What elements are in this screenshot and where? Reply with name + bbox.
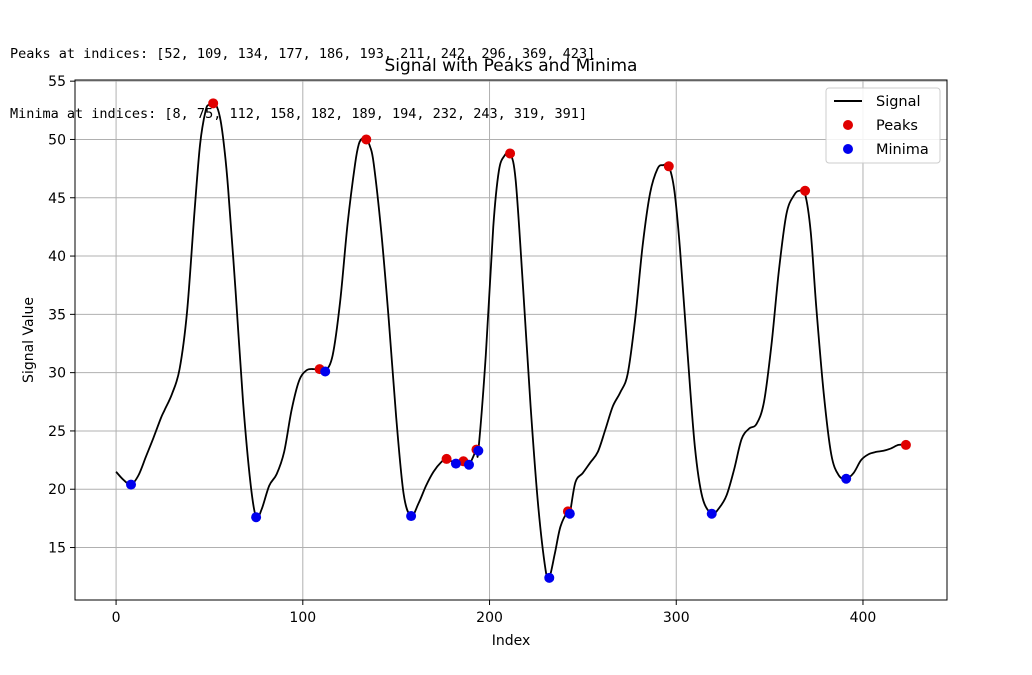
x-axis-label: Index bbox=[492, 633, 531, 649]
y-tick-label: 35 bbox=[48, 307, 66, 323]
peaks-point bbox=[208, 98, 219, 109]
legend-box bbox=[825, 87, 941, 164]
x-tick-label: 200 bbox=[476, 610, 503, 626]
signal-line bbox=[115, 102, 906, 581]
y-tick-label: 20 bbox=[48, 482, 66, 498]
marker-points bbox=[126, 98, 911, 583]
legend-minima-label: Minima bbox=[876, 142, 929, 158]
y-tick-label: 45 bbox=[48, 191, 66, 207]
peaks-point bbox=[900, 439, 911, 450]
y-tick-label: 40 bbox=[48, 249, 66, 265]
legend-peaks-label: Peaks bbox=[876, 118, 918, 134]
y-tick-label: 15 bbox=[48, 541, 66, 557]
y-axis-label: Signal Value bbox=[21, 297, 37, 383]
minima-point bbox=[473, 445, 484, 456]
peaks-point bbox=[361, 134, 372, 145]
console-output: Peaks at indices: [52, 109, 134, 177, 18… bbox=[10, 4, 595, 144]
legend-signal-label: Signal bbox=[876, 94, 921, 110]
minima-point bbox=[251, 512, 262, 523]
x-tick-label: 100 bbox=[289, 610, 316, 626]
y-tick-label: 55 bbox=[48, 74, 66, 90]
y-tick-label: 25 bbox=[48, 424, 66, 440]
peaks-point bbox=[800, 185, 811, 196]
y-tick-label: 50 bbox=[48, 132, 66, 148]
x-tick-label: 300 bbox=[663, 610, 690, 626]
minima-point bbox=[544, 572, 555, 583]
legend: Signal Peaks Minima bbox=[825, 87, 941, 164]
minima-point bbox=[564, 508, 575, 519]
signal-series bbox=[115, 102, 906, 581]
peaks-point bbox=[505, 148, 516, 159]
minima-point bbox=[706, 508, 717, 519]
minima-output-line: Minima at indices: [8, 75, 112, 158, 182… bbox=[10, 106, 588, 122]
minima-point bbox=[320, 366, 331, 377]
grid-lines bbox=[75, 80, 947, 600]
minima-point bbox=[450, 458, 461, 469]
minima-point bbox=[841, 473, 852, 484]
minima-point bbox=[463, 459, 474, 470]
plot-frame bbox=[74, 79, 948, 601]
chart-title: Signal with Peaks and Minima bbox=[385, 56, 638, 76]
x-tick-label: 0 bbox=[112, 610, 121, 626]
legend-peaks-marker bbox=[843, 120, 853, 130]
peaks-point bbox=[441, 453, 452, 464]
x-tick-label: 400 bbox=[850, 610, 877, 626]
y-tick-label: 30 bbox=[48, 366, 66, 382]
minima-point bbox=[406, 511, 417, 522]
minima-point bbox=[126, 479, 137, 490]
legend-minima-marker bbox=[843, 144, 853, 154]
peaks-point bbox=[663, 161, 674, 172]
peaks-output-line: Peaks at indices: [52, 109, 134, 177, 18… bbox=[10, 46, 596, 62]
axis-ticks: 0 100 200 300 400 15 20 25 30 35 40 45 50 55 bbox=[48, 74, 876, 626]
